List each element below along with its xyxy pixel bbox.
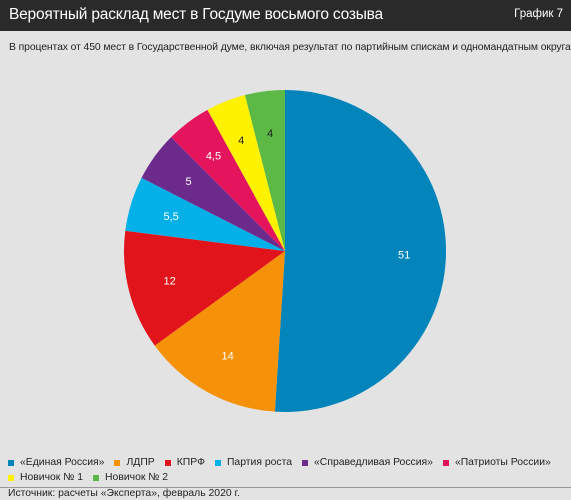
legend-label: Новичок № 1: [20, 472, 84, 483]
slice-data-label: 4: [267, 128, 273, 140]
slice-data-label: 5: [186, 176, 192, 188]
pie-slice: [141, 137, 285, 251]
legend-swatch: [302, 459, 309, 466]
legend-item: Новичок № 2: [93, 472, 168, 483]
slice-data-label: 4,5: [206, 151, 221, 163]
legend-label: Новичок № 2: [105, 472, 169, 483]
legend-item: Партия роста: [214, 457, 293, 468]
legend-row: «Единая Россия» ЛДПР КПРФ Партия роста «Спра…: [8, 455, 563, 470]
legend: «Единая Россия» ЛДПР КПРФ Партия роста «Спра…: [8, 455, 563, 485]
legend-label: «Патриоты России»: [454, 457, 551, 468]
chart-title: Вероятный расклад мест в Госдуме восьмог…: [9, 6, 383, 23]
legend-swatch: [442, 459, 449, 466]
pie-chart: 51 14 12 5,5 5 4,5 4 4: [124, 89, 447, 412]
chart-subtitle: В процентах от 450 мест в Государственно…: [9, 42, 571, 53]
legend-item: «Справедливая Россия»: [302, 457, 433, 468]
pie-slice: [154, 251, 285, 412]
pie-slice: [124, 230, 285, 346]
pie-slice: [171, 109, 285, 251]
legend-swatch: [114, 459, 121, 466]
slice-data-label: 5,5: [163, 211, 178, 223]
legend-item: ЛДПР: [114, 457, 155, 468]
slice-data-label: 51: [398, 250, 410, 262]
legend-item: Новичок № 1: [8, 472, 83, 483]
legend-label: «Справедливая Россия»: [314, 457, 433, 468]
legend-label: КПРФ: [176, 457, 205, 468]
divider: [0, 487, 571, 488]
legend-item: «Единая Россия»: [8, 457, 104, 468]
legend-swatch: [8, 459, 14, 466]
legend-swatch: [214, 459, 221, 466]
source-note: Источник: расчеты «Эксперта», февраль 20…: [8, 488, 240, 499]
legend-item: КПРФ: [164, 457, 205, 468]
chart-number-tag: График 7: [514, 8, 563, 20]
legend-swatch: [93, 474, 100, 481]
legend-swatch: [8, 474, 14, 481]
legend-label: «Единая Россия»: [20, 457, 105, 468]
legend-swatch: [164, 459, 171, 466]
pie-slice: [244, 90, 285, 251]
slice-data-label: 4: [238, 135, 244, 147]
pie-slice: [207, 95, 285, 251]
slice-data-label: 14: [221, 350, 233, 362]
legend-label: ЛДПР: [126, 457, 155, 468]
slice-data-label: 12: [163, 276, 175, 288]
legend-label: Партия роста: [226, 457, 293, 468]
legend-item: «Патриоты России»: [442, 457, 551, 468]
legend-row: Новичок № 1 Новичок № 2: [8, 470, 563, 485]
chart-header: Вероятный расклад мест в Госдуме восьмог…: [0, 0, 571, 31]
pie-slice: [125, 177, 286, 251]
pie-slice: [274, 89, 447, 412]
